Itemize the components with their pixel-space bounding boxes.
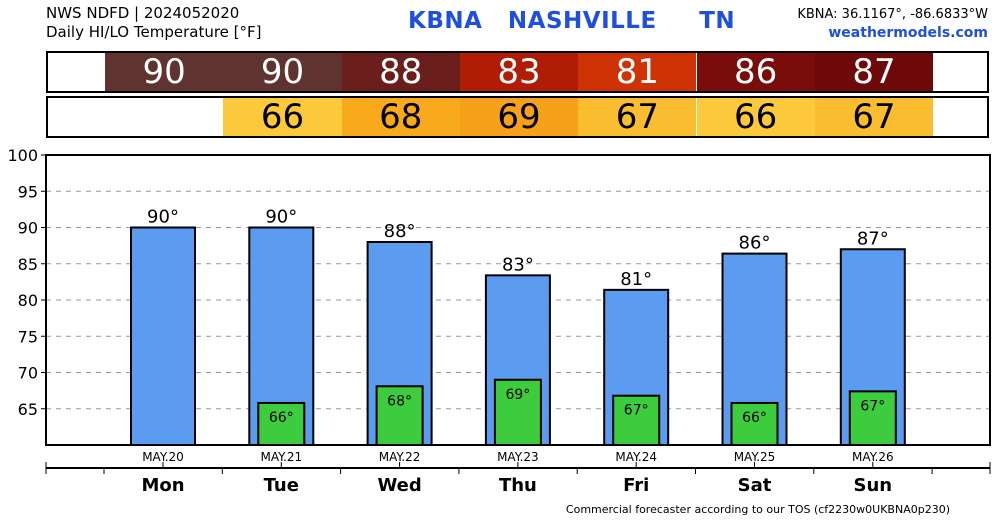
station-coords: KBNA: 36.1167°, -86.6833°W [797, 7, 988, 22]
high-temp-cell: 90 [105, 52, 224, 92]
low-bar [730, 401, 779, 447]
site-link[interactable]: weathermodels.com [828, 25, 988, 41]
high-bar-label: 90° [147, 207, 179, 228]
station-title: KBNA NASHVILLE TN [408, 8, 736, 34]
low-bar-label: 69° [505, 387, 530, 403]
low-bar-label: 67° [860, 398, 885, 414]
date-label: MAY.24 [615, 450, 657, 464]
day-label: Fri [623, 475, 649, 496]
y-tick-label: 85 [18, 255, 38, 274]
low-bar-label: 66° [269, 410, 294, 426]
y-tick-label: 70 [18, 364, 38, 383]
high-bar-label: 87° [857, 228, 889, 249]
model-run-label: NWS NDFD | 2024052020 [46, 4, 240, 22]
y-tick-label: 65 [18, 400, 38, 419]
day-label: Thu [499, 475, 537, 496]
high-bar-label: 90° [265, 207, 297, 228]
high-bar-label: 83° [502, 254, 534, 275]
footer-note: Commercial forecaster according to our T… [565, 503, 950, 516]
date-label: MAY.26 [852, 450, 894, 464]
high-temp-strip: 90 90 88 83 81 86 87 [46, 51, 989, 93]
low-temp-cell: 66 [696, 97, 815, 137]
high-temp-cell: 88 [341, 52, 460, 92]
low-bar-label: 68° [387, 393, 412, 409]
high-bar-label: 88° [384, 221, 416, 242]
day-label: Tue [264, 475, 299, 496]
low-temp-cell [105, 98, 224, 136]
high-bar [130, 226, 196, 446]
day-label: Sun [854, 475, 893, 496]
date-label: MAY.25 [734, 450, 776, 464]
date-label: MAY.21 [260, 450, 302, 464]
low-temp-cell: 68 [341, 97, 460, 137]
high-temp-cell: 90 [223, 52, 342, 92]
day-label: Wed [377, 475, 421, 496]
y-tick-label: 80 [18, 291, 38, 310]
date-label: MAY.20 [142, 450, 184, 464]
y-tick-label: 90 [18, 219, 38, 238]
day-label: Mon [141, 475, 184, 496]
low-temp-cell: 69 [459, 97, 579, 137]
header-right: KBNA: 36.1167°, -86.6833°W weathermodels… [797, 5, 988, 43]
high-temp-cell: 86 [696, 52, 815, 92]
high-bar-label: 81° [620, 269, 652, 290]
low-temp-strip: 66 68 69 67 66 67 [46, 96, 989, 138]
low-bar [375, 385, 424, 446]
header-left: NWS NDFD | 2024052020 Daily HI/LO Temper… [46, 4, 262, 42]
high-temp-cell: 83 [459, 52, 579, 92]
product-label: Daily HI/LO Temperature [°F] [46, 23, 262, 41]
y-tick-label: 95 [18, 182, 38, 201]
low-bar-label: 67° [624, 403, 649, 419]
low-bar-label: 66° [742, 410, 767, 426]
date-label: MAY.22 [379, 450, 421, 464]
plot-frame [45, 154, 991, 446]
date-label: MAY.23 [497, 450, 539, 464]
low-temp-cell: 67 [814, 97, 934, 137]
high-bar-label: 86° [739, 233, 771, 254]
high-temp-cell: 87 [814, 52, 934, 92]
low-temp-cell: 67 [578, 97, 697, 137]
low-temp-cell: 66 [223, 97, 342, 137]
y-tick-label: 100 [7, 146, 38, 165]
low-bar [612, 394, 661, 447]
day-label: Sat [738, 475, 772, 496]
high-temp-cell: 81 [578, 52, 697, 92]
y-tick-label: 75 [18, 327, 38, 346]
low-bar [493, 378, 542, 446]
